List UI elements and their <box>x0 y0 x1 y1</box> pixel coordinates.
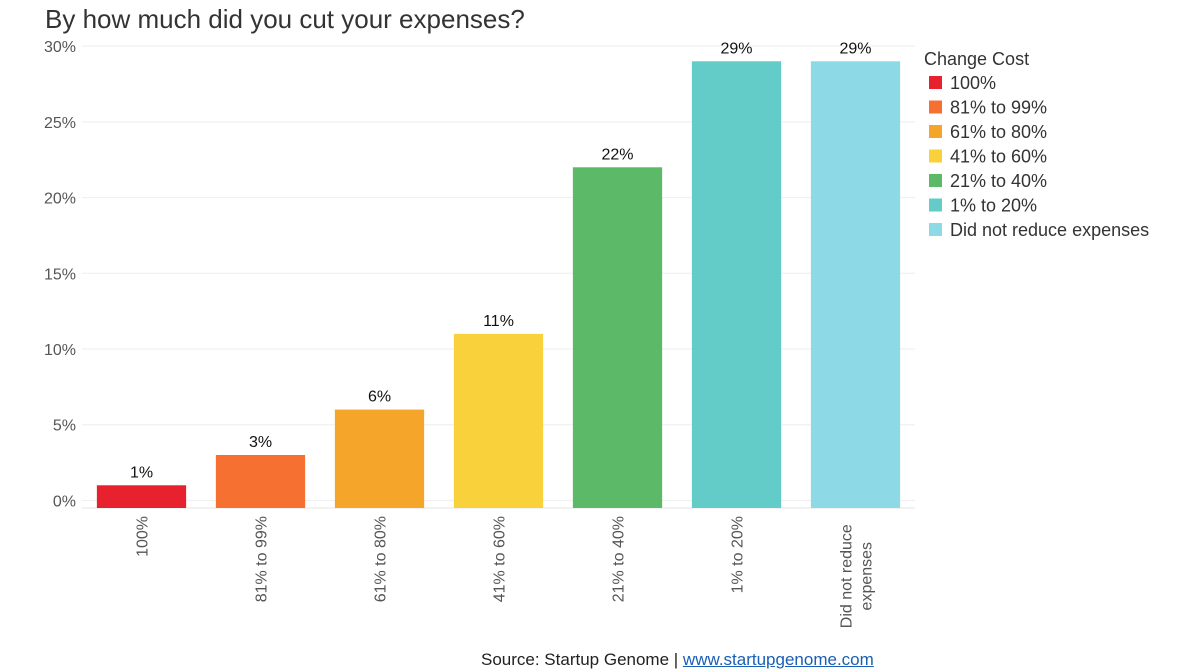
data-label: 1% <box>130 464 153 481</box>
bar[interactable] <box>572 167 663 509</box>
y-tick-label: 0% <box>53 493 76 510</box>
x-tick-label: 81% to 99% <box>254 516 271 602</box>
legend-entry: 1% to 20% <box>950 196 1037 216</box>
x-tick-label: 41% to 60% <box>492 516 509 602</box>
x-tick-label-line: Did not reduce <box>839 524 856 628</box>
bar[interactable] <box>691 61 782 509</box>
bar[interactable] <box>334 409 425 508</box>
source-link[interactable]: www.startupgenome.com <box>682 650 874 669</box>
x-axis-ticks: 100% 81% to 99% 61% to 80% 41% to 60% 21% to… <box>135 516 876 628</box>
legend-entry: 81% to 99% <box>950 98 1047 118</box>
data-label: 22% <box>601 146 633 163</box>
bar[interactable] <box>215 455 306 508</box>
legend-entry: 61% to 80% <box>950 122 1047 142</box>
x-tick-label: 100% <box>135 516 152 557</box>
x-tick-label: 1% to 20% <box>730 516 747 593</box>
data-label: 11% <box>483 313 514 330</box>
legend-title: Change Cost <box>924 49 1029 69</box>
x-tick-label-line: 41% to 60% <box>492 516 509 602</box>
legend-swatch <box>929 149 942 163</box>
y-tick-label: 30% <box>44 39 76 56</box>
x-tick-label-line: 61% to 80% <box>373 516 390 602</box>
bar[interactable] <box>96 485 187 508</box>
legend-swatch <box>929 223 942 236</box>
data-labels: 1% 3% 6% 11% 22% 29% 29% <box>130 40 872 481</box>
x-tick-label: 21% to 40% <box>611 516 628 602</box>
source-prefix: Source: Startup Genome | <box>481 650 683 669</box>
legend-swatch <box>929 100 942 114</box>
x-tick-label-line: 81% to 99% <box>254 516 271 602</box>
x-tick-label-line: 1% to 20% <box>730 516 747 593</box>
legend-entry: Did not reduce expenses <box>950 220 1149 240</box>
data-label: 29% <box>839 40 871 57</box>
x-tick-label-line: expenses <box>859 542 876 611</box>
y-axis-ticks: 0% 5% 10% 15% 20% 25% 30% <box>44 39 76 510</box>
chart-title: By how much did you cut your expenses? <box>45 4 525 34</box>
data-label: 29% <box>720 40 752 57</box>
legend: Change Cost 100% 81% to 99% 61% to 80% 41% … <box>924 49 1149 240</box>
x-tick-label: Did not reduce expenses <box>839 524 876 628</box>
y-tick-label: 20% <box>44 191 76 208</box>
legend-swatch <box>929 125 942 138</box>
legend-entry: 41% to 60% <box>950 147 1047 167</box>
x-tick-label: 61% to 80% <box>373 516 390 602</box>
legend-entry: 21% to 40% <box>950 171 1047 191</box>
y-tick-label: 25% <box>44 115 76 132</box>
legend-swatch <box>929 76 942 89</box>
legend-swatch <box>929 174 942 187</box>
bars <box>96 61 901 509</box>
y-tick-label: 15% <box>44 266 76 283</box>
y-tick-label: 5% <box>53 418 76 435</box>
x-tick-label-line: 21% to 40% <box>611 516 628 602</box>
y-tick-label: 10% <box>44 342 76 359</box>
legend-swatch <box>929 198 942 212</box>
bar[interactable] <box>810 61 901 509</box>
data-label: 3% <box>249 434 272 451</box>
source-credit: Source: Startup Genome | www.startupgeno… <box>481 650 874 670</box>
legend-entry: 100% <box>950 73 996 93</box>
data-label: 6% <box>368 389 391 406</box>
bar[interactable] <box>453 333 544 508</box>
x-tick-label-line: 100% <box>135 516 152 557</box>
